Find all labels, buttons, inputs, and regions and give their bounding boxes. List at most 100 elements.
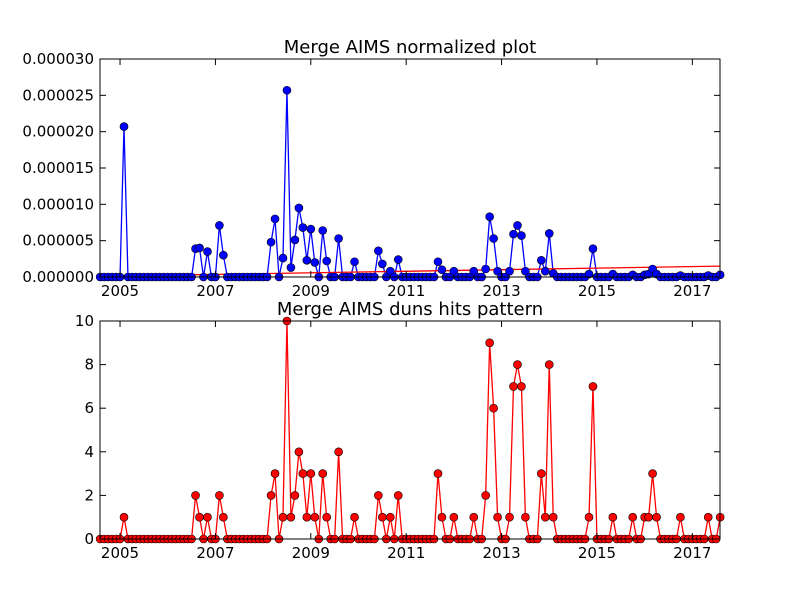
data-point [584, 269, 594, 279]
data-point [191, 491, 200, 500]
data-point [517, 382, 526, 391]
y-tick-label: 0.000020 [22, 123, 94, 141]
data-point [334, 447, 343, 457]
data-point [310, 258, 320, 267]
y-tick-label: 0.000005 [22, 232, 94, 250]
x-tick-label: 2007 [196, 282, 234, 300]
data-point [119, 512, 129, 522]
x-tick-label: 2011 [387, 544, 425, 562]
data-point [302, 512, 312, 522]
data-point [306, 224, 316, 234]
data-point [540, 512, 550, 522]
x-tick-label: 2007 [196, 544, 234, 562]
data-point [219, 512, 228, 522]
x-tick-label: 2013 [482, 544, 520, 562]
y-tick-label: 0.000030 [22, 50, 94, 68]
data-point [378, 512, 387, 522]
y-tick-label: 10 [75, 312, 94, 330]
data-point [544, 360, 554, 369]
data-point [481, 264, 490, 274]
data-point [449, 512, 459, 522]
data-point [485, 212, 494, 221]
y-tick-label: 8 [84, 356, 94, 374]
data-point [509, 382, 518, 391]
data-point [278, 253, 288, 263]
data-point [374, 246, 383, 256]
data-point [505, 512, 514, 522]
data-point [540, 266, 550, 276]
data-point [334, 234, 343, 243]
data-point [318, 469, 328, 478]
data-point [703, 512, 713, 522]
data-point [644, 512, 653, 522]
chart-title: Merge AIMS normalized plot [284, 37, 536, 58]
data-point [294, 447, 304, 457]
x-tick-label: 2017 [673, 282, 711, 300]
y-tick-label: 0 [84, 530, 94, 548]
data-point [203, 247, 212, 256]
data-point [119, 122, 129, 131]
x-tick-label: 2017 [673, 544, 711, 562]
data-point [393, 491, 403, 500]
data-point [306, 469, 316, 478]
y-tick-label: 4 [84, 443, 94, 461]
data-point [195, 512, 204, 522]
normalized-plot: Merge AIMS normalized plot 2005 2007 2009 2… [22, 37, 725, 300]
data-point [270, 214, 280, 224]
x-tick-label: 2009 [292, 544, 330, 562]
x-tick-label: 2013 [482, 282, 520, 300]
data-point [513, 360, 522, 369]
data-point [548, 512, 558, 522]
data-point [322, 512, 332, 522]
data-point [521, 512, 530, 522]
x-tick-label: 2005 [101, 282, 139, 300]
data-point [628, 512, 638, 522]
data-point [322, 256, 332, 266]
data-point [286, 512, 296, 522]
y-tick-label: 0.000015 [22, 159, 94, 177]
data-point [437, 512, 447, 522]
data-point [203, 512, 212, 522]
y-tick-label: 0.000010 [22, 195, 94, 213]
plot-area: 2005 2007 2009 2011 2013 2015 2017 0 2 4 6 8 10 [75, 312, 725, 562]
data-point [290, 491, 300, 500]
y-tick-label: 0.000025 [22, 86, 94, 104]
x-tick-label: 2015 [578, 282, 616, 300]
data-point [676, 512, 685, 522]
x-tick-label: 2011 [387, 282, 425, 300]
data-point [544, 229, 554, 238]
data-point [481, 491, 490, 500]
chart-title: Merge AIMS duns hits pattern [277, 299, 543, 320]
data-point [270, 469, 280, 478]
axes-frame [99, 320, 721, 540]
data-point [278, 512, 288, 522]
data-point [302, 255, 312, 265]
data-point [350, 257, 359, 267]
data-point [215, 491, 224, 500]
data-point [290, 235, 300, 245]
data-point [318, 226, 328, 235]
data-point [517, 231, 526, 240]
data-point [310, 512, 320, 522]
data-point [385, 512, 395, 522]
data-point [298, 469, 308, 478]
y-tick-label: 2 [84, 486, 94, 504]
data-point [393, 255, 403, 264]
data-point [266, 491, 276, 500]
data-point [469, 512, 479, 522]
data-point [298, 223, 308, 232]
data-point [433, 257, 443, 267]
data-point [537, 255, 546, 265]
data-point [350, 512, 359, 522]
data-point [433, 469, 443, 478]
x-tick-label: 2015 [578, 544, 616, 562]
data-point [282, 85, 292, 95]
data-point [509, 229, 518, 239]
data-point [195, 243, 204, 253]
data-point [505, 266, 514, 276]
data-point [437, 265, 447, 275]
data-point [489, 234, 498, 243]
data-point [608, 512, 618, 522]
